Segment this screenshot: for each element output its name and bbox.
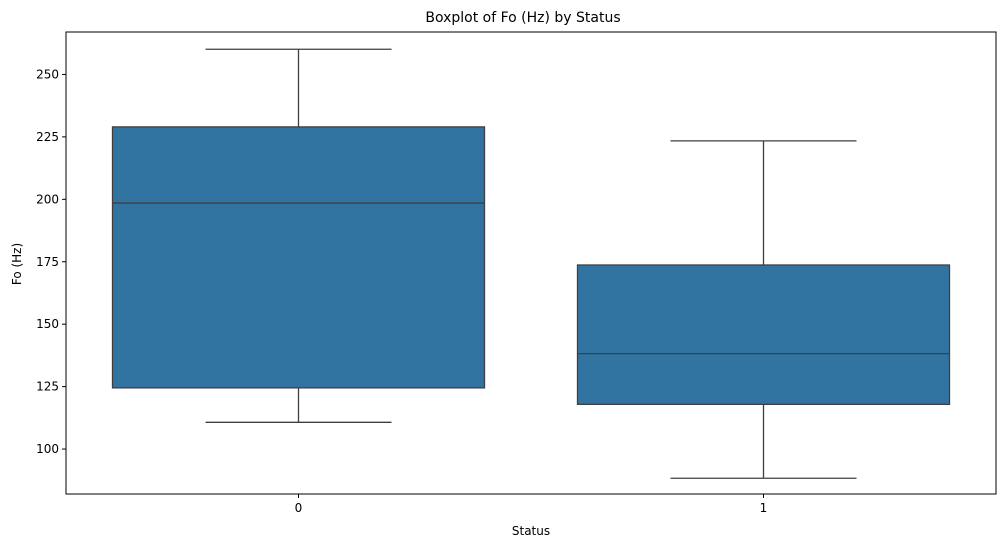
y-tick-label-100: 100 bbox=[36, 442, 59, 456]
box-1 bbox=[576, 264, 951, 405]
x-tick-label-0: 0 bbox=[295, 501, 303, 515]
plot-frame bbox=[65, 31, 997, 495]
y-tick-label-250: 250 bbox=[36, 67, 59, 81]
y-tick-label-125: 125 bbox=[36, 380, 59, 394]
y-tick-label-150: 150 bbox=[36, 317, 59, 331]
chart-title: Boxplot of Fo (Hz) by Status bbox=[425, 10, 620, 26]
y-tick-label-175: 175 bbox=[36, 255, 59, 269]
x-tick-label-1: 1 bbox=[760, 501, 768, 515]
y-tick-label-225: 225 bbox=[36, 130, 59, 144]
y-axis-label: Fo (Hz) bbox=[10, 243, 24, 285]
plot-area: 100 125 150 175 200 225 250 0 1 bbox=[36, 31, 997, 515]
box-0 bbox=[111, 126, 486, 389]
y-tick-label-200: 200 bbox=[36, 192, 59, 206]
x-axis-label: Status bbox=[512, 524, 550, 538]
